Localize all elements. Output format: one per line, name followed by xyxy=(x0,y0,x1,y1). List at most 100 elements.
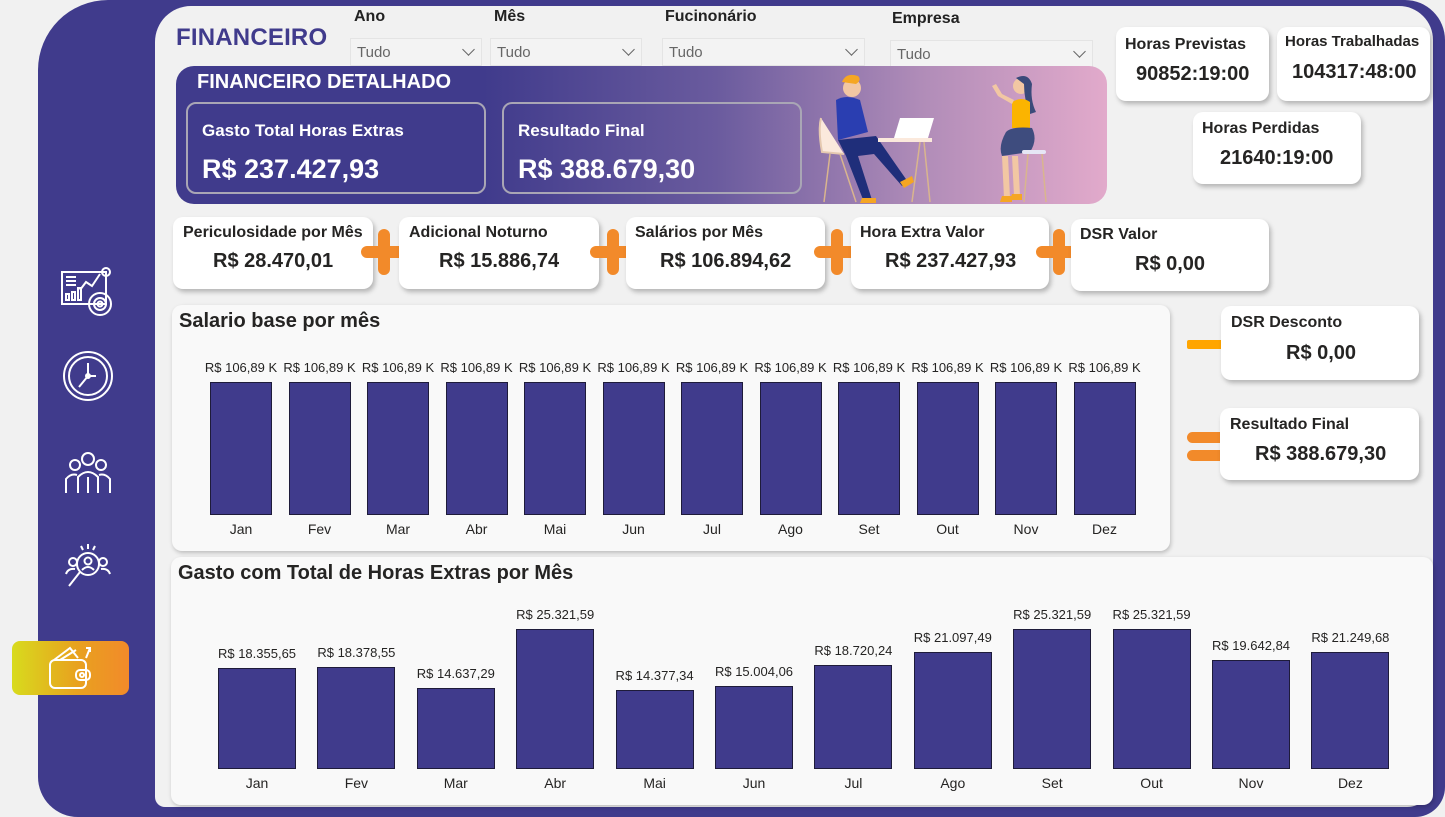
card-label: DSR Valor xyxy=(1080,226,1158,243)
card-value: R$ 0,00 xyxy=(1286,342,1357,364)
x-axis-label: Mar xyxy=(443,775,468,791)
data-label: R$ 19.642,84 xyxy=(1211,638,1291,653)
data-label: R$ 106,89 K xyxy=(283,360,356,375)
x-axis-label: Jul xyxy=(844,775,863,791)
bar-jan[interactable] xyxy=(210,382,272,515)
chevron-down-icon xyxy=(622,43,635,56)
page-title: FINANCEIRO xyxy=(176,24,328,51)
data-label: R$ 106,89 K xyxy=(989,360,1063,375)
x-axis-label: Jan xyxy=(245,775,269,791)
data-label: R$ 21.097,49 xyxy=(913,630,992,645)
x-axis-label: Nov xyxy=(1238,775,1264,791)
card-label: Periculosidade por Mês xyxy=(183,224,363,241)
x-axis-label: Abr xyxy=(465,521,488,537)
filter-funcionario-dropdown[interactable]: Tudo xyxy=(662,38,865,66)
resultado-final-banner-card: Resultado Final R$ 388.679,30 xyxy=(502,102,802,194)
team-icon xyxy=(65,452,111,493)
chevron-down-icon xyxy=(845,43,858,56)
adicional-noturno-card: Adicional Noturno R$ 15.886,74 xyxy=(399,217,599,289)
bar-jul[interactable] xyxy=(814,665,893,769)
card-value: R$ 237.427,93 xyxy=(202,154,380,184)
x-axis-label: Jul xyxy=(703,521,721,537)
data-label: R$ 18.720,24 xyxy=(814,643,893,658)
plus-icon xyxy=(590,229,636,275)
x-axis-label: Ago xyxy=(778,521,803,537)
filter-empresa-label: Empresa xyxy=(892,10,960,27)
filter-mes: Mês xyxy=(494,8,525,26)
filter-ano-dropdown[interactable]: Tudo xyxy=(350,38,482,66)
minus-icon xyxy=(1187,340,1230,349)
card-value: R$ 0,00 xyxy=(1135,253,1206,275)
card-label: Salários por Mês xyxy=(635,224,764,241)
filter-ano-value: Tudo xyxy=(357,43,391,61)
x-axis-label: Fev xyxy=(344,775,369,791)
data-label: R$ 106,89 K xyxy=(204,360,278,375)
equals-icon-bottom xyxy=(1187,450,1234,461)
bar-jun[interactable] xyxy=(602,382,665,515)
bar-set[interactable] xyxy=(1013,629,1092,769)
filter-empresa-dropdown[interactable]: Tudo xyxy=(890,40,1093,68)
card-label: DSR Desconto xyxy=(1231,314,1343,331)
data-label: R$ 14.637,29 xyxy=(416,666,495,681)
bar-ago[interactable] xyxy=(759,382,822,515)
filter-funcionario: Fucinonário xyxy=(665,8,757,26)
bar-dez[interactable] xyxy=(1311,652,1390,769)
bar-mai[interactable] xyxy=(615,690,694,769)
card-label: Resultado Final xyxy=(1230,416,1350,433)
bar-jun[interactable] xyxy=(715,686,793,769)
card-value: R$ 237.427,93 xyxy=(885,250,1017,272)
data-label: R$ 106,89 K xyxy=(832,360,906,375)
bar-nov[interactable] xyxy=(995,382,1057,515)
bar-abr[interactable] xyxy=(516,629,595,769)
data-label: R$ 25.321,59 xyxy=(516,607,595,622)
bar-mar[interactable] xyxy=(416,688,495,769)
bar-jul[interactable] xyxy=(681,382,743,515)
gasto-total-horas-extras-card: Gasto Total Horas Extras R$ 237.427,93 xyxy=(186,102,486,194)
card-label: Horas Trabalhadas xyxy=(1285,33,1420,50)
x-axis-label: Out xyxy=(936,521,959,537)
x-axis-label: Mai xyxy=(643,775,666,791)
x-axis-label: Dez xyxy=(1092,521,1117,537)
data-label: R$ 25.321,59 xyxy=(1013,607,1092,622)
card-label: Resultado Final xyxy=(518,121,645,140)
resultado-final-card: Resultado Final R$ 388.679,30 xyxy=(1220,408,1419,480)
nav-recrutamento[interactable] xyxy=(58,538,118,598)
nav-equipe[interactable] xyxy=(58,442,118,502)
bar-abr[interactable] xyxy=(445,382,508,515)
bar-fev[interactable] xyxy=(317,667,396,769)
data-label: R$ 106,89 K xyxy=(597,360,670,375)
bar-jan[interactable] xyxy=(218,668,296,769)
card-value: 21640:19:00 xyxy=(1220,147,1334,169)
hora-extra-valor-card: Hora Extra Valor R$ 237.427,93 xyxy=(851,217,1049,289)
chevron-down-icon xyxy=(1073,45,1086,58)
x-axis-label: Mar xyxy=(385,521,411,537)
chart-title: Gasto com Total de Horas Extras por Mês xyxy=(178,562,574,584)
filter-ano: Ano xyxy=(354,8,385,26)
people-search-icon xyxy=(65,544,111,587)
nav-financeiro[interactable] xyxy=(12,641,129,695)
horas-perdidas-card: Horas Perdidas 21640:19:00 xyxy=(1193,112,1361,184)
bar-ago[interactable] xyxy=(913,652,992,769)
bar-fev[interactable] xyxy=(288,382,351,515)
nav-horas[interactable] xyxy=(58,346,118,406)
data-label: R$ 25.321,59 xyxy=(1112,607,1191,622)
people-meeting-illustration xyxy=(818,74,1047,203)
x-axis-label: Mai xyxy=(543,521,567,537)
chart-title: Salario base por mês xyxy=(179,310,381,332)
filter-mes-dropdown[interactable]: Tudo xyxy=(490,38,642,66)
bar-mai[interactable] xyxy=(524,382,586,515)
data-label: R$ 106,89 K xyxy=(518,360,592,375)
bar-mar[interactable] xyxy=(367,382,429,515)
bar-set[interactable] xyxy=(838,382,900,515)
dsr-desconto-card: DSR Desconto R$ 0,00 xyxy=(1221,306,1419,380)
analytics-dashboard-icon xyxy=(61,267,112,316)
card-value: R$ 15.886,74 xyxy=(439,250,560,272)
nav-dashboard[interactable] xyxy=(58,262,118,322)
card-value: R$ 28.470,01 xyxy=(213,250,334,272)
bar-dez[interactable] xyxy=(1073,382,1136,515)
bar-out[interactable] xyxy=(1112,629,1191,769)
bar-nov[interactable] xyxy=(1212,660,1290,769)
card-label: Horas Previstas xyxy=(1125,36,1246,53)
bar-out[interactable] xyxy=(916,382,979,515)
filter-empresa: Empresa xyxy=(892,10,960,28)
